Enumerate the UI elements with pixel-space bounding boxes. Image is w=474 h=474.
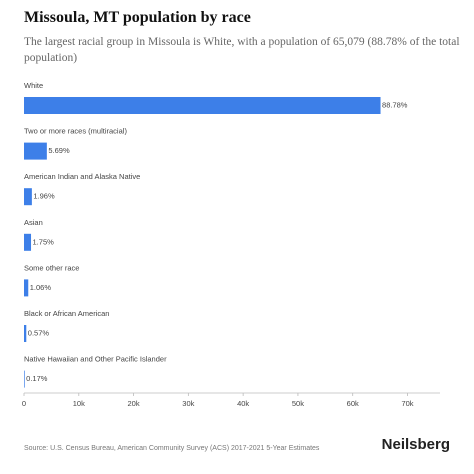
value-label: 0.17%	[26, 374, 48, 383]
category-label: American Indian and Alaska Native	[24, 172, 140, 181]
value-label: 0.57%	[28, 328, 50, 337]
bar	[24, 142, 47, 160]
category-label: Some other race	[24, 263, 79, 272]
x-tick-label: 10k	[73, 399, 85, 408]
chart-subtitle: The largest racial group in Missoula is …	[24, 36, 460, 64]
x-tick-label: 20k	[128, 399, 140, 408]
chart-title: Missoula, MT population by race	[24, 9, 251, 26]
x-tick-label: 70k	[401, 399, 413, 408]
bar	[24, 233, 32, 251]
value-label: 88.78%	[382, 100, 408, 109]
x-tick-label: 50k	[292, 399, 304, 408]
brand-logo: Neilsberg	[381, 436, 450, 453]
x-tick-label: 0	[22, 399, 26, 408]
category-label: Black or African American	[24, 309, 109, 318]
value-label: 1.75%	[33, 237, 55, 246]
bar	[24, 370, 25, 388]
category-label: Two or more races (multiracial)	[24, 127, 127, 136]
value-label: 1.06%	[30, 283, 52, 292]
category-label: Asian	[24, 218, 43, 227]
category-label: White	[24, 81, 43, 90]
bar	[24, 97, 381, 114]
bar	[24, 279, 29, 297]
x-tick-label: 30k	[182, 399, 194, 408]
value-label: 1.96%	[33, 192, 55, 201]
category-label: Native Hawaiian and Other Pacific Island…	[24, 355, 167, 364]
source-note: Source: U.S. Census Bureau, American Com…	[24, 445, 320, 452]
x-tick-label: 40k	[237, 399, 249, 408]
value-label: 5.69%	[48, 146, 70, 155]
bar	[24, 188, 32, 206]
bar	[24, 325, 27, 342]
x-tick-label: 60k	[347, 399, 359, 408]
